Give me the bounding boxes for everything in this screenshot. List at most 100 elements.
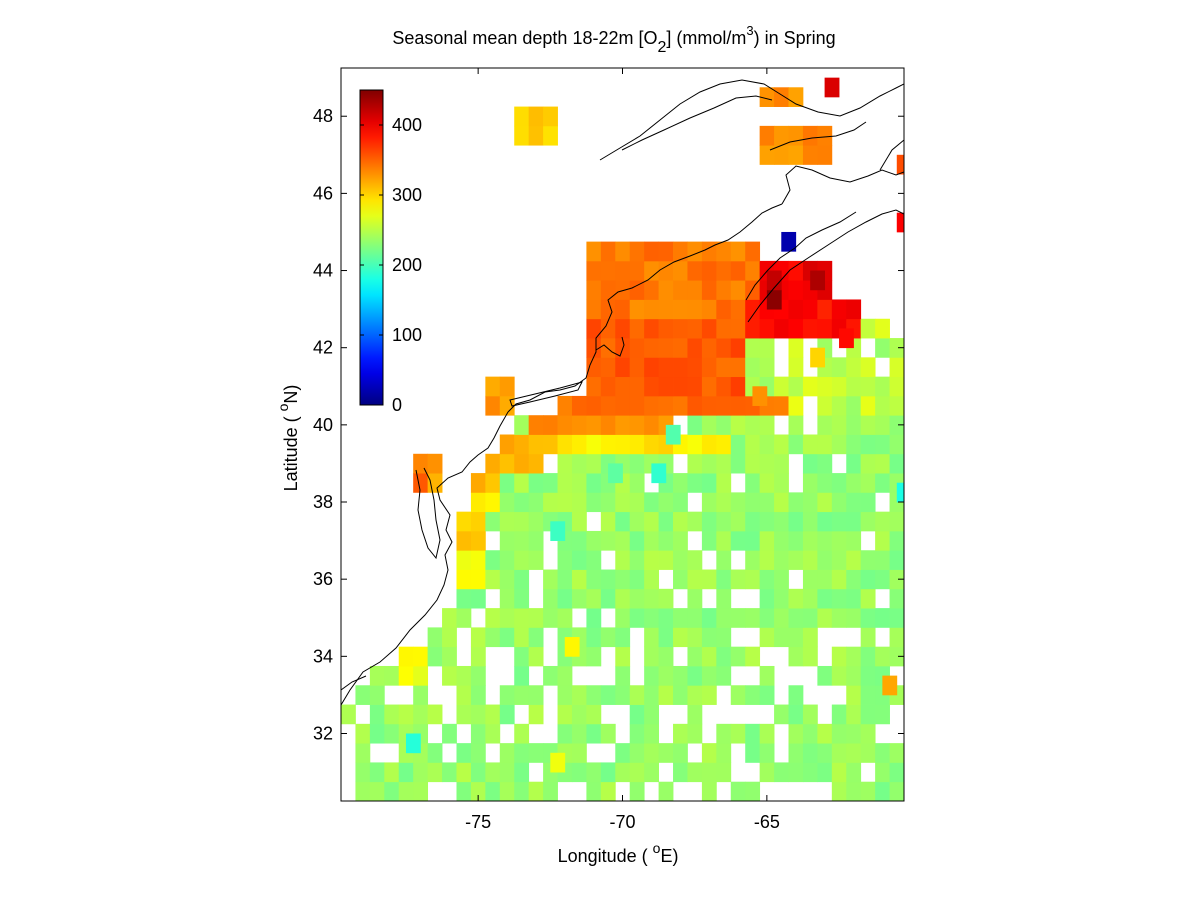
heatmap-cell <box>398 781 414 801</box>
heatmap-cell <box>759 318 775 339</box>
heatmap-cell <box>730 608 746 628</box>
heatmap-cell <box>615 376 631 397</box>
heatmap-cell <box>629 511 645 532</box>
heatmap-cell <box>875 511 890 532</box>
heatmap-cell <box>846 743 862 763</box>
heatmap-cell <box>557 704 573 725</box>
y-tick-label: 38 <box>313 492 333 512</box>
heatmap-cell <box>875 646 890 667</box>
heatmap-cell <box>485 550 501 570</box>
plot-area <box>340 67 905 802</box>
heatmap-cell <box>687 260 703 281</box>
heatmap-cell <box>745 260 761 281</box>
heatmap-cell <box>759 492 775 513</box>
heatmap-cell <box>427 704 443 725</box>
heatmap-cell <box>485 762 501 783</box>
heatmap-cell <box>571 395 587 416</box>
heatmap-cell <box>615 260 631 281</box>
heatmap-cell <box>369 704 385 725</box>
heatmap-cell <box>831 395 847 416</box>
heatmap-cell <box>456 781 472 801</box>
heatmap-cell <box>398 704 414 725</box>
heatmap-cell <box>875 781 890 801</box>
heatmap-cell <box>644 280 659 300</box>
heatmap-cell <box>846 704 862 725</box>
heatmap-cell <box>629 453 645 474</box>
heatmap-cell <box>615 685 631 705</box>
heatmap-cell <box>817 415 833 435</box>
heatmap-cell <box>499 550 515 570</box>
heatmap-cell <box>716 743 732 763</box>
heatmap-cell <box>384 704 400 725</box>
heatmap-cell <box>514 588 530 609</box>
heatmap-cell <box>802 627 818 648</box>
heatmap-cell <box>398 665 414 686</box>
heatmap-cell <box>817 608 833 628</box>
heatmap-cell <box>673 357 688 378</box>
heatmap-cell <box>730 357 746 378</box>
heatmap-cell <box>788 762 804 783</box>
coastline-gulf-of-st-lawrence <box>781 165 904 205</box>
heatmap-cell <box>846 781 862 801</box>
heatmap-cell <box>600 530 616 551</box>
heatmap-cell <box>766 270 782 291</box>
heatmap-cell <box>889 415 904 435</box>
heatmap-cell <box>514 781 530 801</box>
heatmap-cell <box>644 685 659 705</box>
heatmap-cell <box>730 376 746 397</box>
heatmap-cell <box>788 376 804 397</box>
heatmap-cell <box>745 434 761 455</box>
heatmap-cell <box>514 453 530 474</box>
x-tick-label: -70 <box>609 812 635 832</box>
heatmap-cell <box>571 453 587 474</box>
heatmap-cell <box>889 530 904 551</box>
heatmap-cell <box>470 550 486 570</box>
heatmap-cell <box>687 415 703 435</box>
heatmap-cell <box>788 260 804 281</box>
heatmap-cell <box>774 395 789 416</box>
heatmap-cell <box>810 347 826 368</box>
heatmap-cell <box>629 338 645 358</box>
heatmap-cell <box>687 453 703 474</box>
heatmap-cell <box>846 299 862 320</box>
heatmap-cell <box>528 704 544 725</box>
heatmap-cell <box>701 299 717 320</box>
heatmap-cell <box>615 608 631 628</box>
heatmap-cell <box>355 685 371 705</box>
heatmap-cell <box>571 511 587 532</box>
heatmap-cell <box>687 704 703 725</box>
heatmap-cell <box>875 434 890 455</box>
heatmap-cell <box>470 627 486 648</box>
heatmap-cell <box>701 453 717 474</box>
heatmap-cell <box>470 685 486 705</box>
y-axis-label: Latitude ( oN) <box>275 385 301 492</box>
heatmap-cell <box>687 434 703 455</box>
heatmap-cell <box>846 646 862 667</box>
heatmap-cell <box>875 569 890 590</box>
heatmap-cell <box>860 781 876 801</box>
heatmap-cell <box>774 627 789 648</box>
heatmap-cell <box>687 627 703 648</box>
heatmap-cell <box>817 743 833 763</box>
heatmap-cell <box>485 781 501 801</box>
y-tick-label: 40 <box>313 415 333 435</box>
heatmap-cell <box>701 781 717 801</box>
heatmap-cell <box>802 145 818 165</box>
heatmap-cell <box>499 588 515 609</box>
heatmap-cell <box>875 338 890 358</box>
heatmap-cell <box>817 395 833 416</box>
heatmap-cell <box>673 665 688 686</box>
heatmap-cell <box>629 280 645 300</box>
coastline-long-island <box>509 381 583 407</box>
heatmap-cell <box>384 723 400 744</box>
heatmap-cell <box>514 665 530 686</box>
heatmap-cell <box>629 260 645 281</box>
heatmap-cell <box>817 530 833 551</box>
heatmap-cell <box>369 781 385 801</box>
heatmap-cell <box>600 569 616 590</box>
heatmap-cell <box>817 569 833 590</box>
heatmap-cell <box>889 550 904 570</box>
heatmap-cell <box>615 762 631 783</box>
heatmap-cell <box>730 299 746 320</box>
x-axis: -75 -70 -65 <box>465 68 780 832</box>
